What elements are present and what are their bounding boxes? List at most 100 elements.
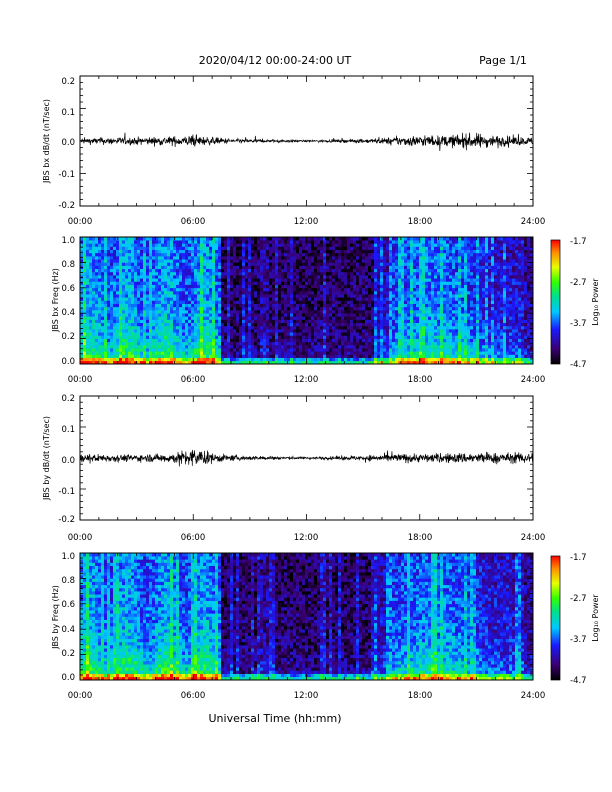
heatmap-cell: [197, 313, 201, 317]
heatmap-cell: [341, 259, 345, 263]
heatmap-cell: [419, 275, 423, 279]
heatmap-cell: [446, 351, 450, 355]
heatmap-cell: [176, 294, 180, 298]
heatmap-cell: [401, 271, 405, 276]
heatmap-cell: [92, 237, 96, 241]
heatmap-cell: [116, 287, 120, 292]
heatmap-cell: [86, 357, 90, 362]
heatmap-cell: [134, 246, 138, 250]
heatmap-cell: [380, 284, 384, 289]
heatmap-cell: [209, 265, 213, 270]
heatmap-cell: [302, 275, 306, 279]
heatmap-cell: [224, 329, 228, 333]
heatmap-cell: [341, 319, 345, 324]
heatmap-cell: [311, 297, 315, 301]
heatmap-cell: [323, 300, 327, 304]
heatmap-cell: [251, 348, 255, 352]
heatmap-cell: [416, 278, 420, 282]
heatmap-cell: [155, 262, 159, 266]
heatmap-cell: [284, 252, 288, 257]
heatmap-cell: [140, 237, 144, 241]
heatmap-cell: [167, 268, 171, 273]
heatmap-cell: [284, 354, 288, 358]
heatmap-cell: [413, 322, 417, 327]
heatmap-cell: [245, 313, 249, 317]
heatmap-cell: [422, 271, 426, 276]
heatmap-cell: [338, 287, 342, 292]
heatmap-cell: [335, 360, 339, 365]
heatmap-cell: [353, 290, 357, 295]
heatmap-cell: [272, 313, 276, 317]
heatmap-cell: [416, 281, 420, 285]
heatmap-cell: [272, 354, 276, 358]
heatmap-cell: [134, 284, 138, 289]
heatmap-cell: [425, 338, 429, 343]
heatmap-cell: [152, 313, 156, 317]
heatmap-cell: [356, 246, 360, 250]
heatmap-cell: [152, 294, 156, 298]
heatmap-cell: [209, 335, 213, 339]
heatmap-cell: [389, 360, 393, 365]
heatmap-cell: [152, 300, 156, 304]
heatmap-cell: [230, 344, 234, 349]
heatmap-cell: [269, 237, 273, 241]
heatmap-cell: [206, 281, 210, 285]
heatmap-cell: [260, 246, 264, 250]
heatmap-cell: [314, 332, 318, 336]
heatmap-cell: [395, 310, 399, 314]
heatmap-cell: [413, 332, 417, 336]
heatmap-cell: [323, 348, 327, 352]
heatmap-cell: [200, 313, 204, 317]
heatmap-cell: [107, 303, 111, 308]
heatmap-cell: [242, 306, 246, 311]
heatmap-cell: [128, 284, 132, 289]
heatmap-cell: [212, 240, 216, 244]
heatmap-cell: [296, 294, 300, 298]
heatmap-cell: [332, 306, 336, 311]
heatmap-cell: [323, 294, 327, 298]
heatmap-cell: [218, 284, 222, 289]
heatmap-cell: [182, 329, 186, 333]
heatmap-cell: [275, 306, 279, 311]
heatmap-cell: [404, 348, 408, 352]
heatmap-cell: [194, 262, 198, 266]
heatmap-cell: [359, 278, 363, 282]
heatmap-cell: [383, 294, 387, 298]
heatmap-cell: [290, 268, 294, 273]
heatmap-cell: [80, 268, 84, 273]
heatmap-cell: [335, 265, 339, 270]
heatmap-cell: [356, 300, 360, 304]
heatmap-cell: [242, 246, 246, 250]
heatmap-cell: [266, 319, 270, 324]
heatmap-cell: [347, 341, 351, 346]
heatmap-cell: [200, 357, 204, 362]
heatmap-cell: [212, 351, 216, 355]
heatmap-cell: [392, 287, 396, 292]
heatmap-cell: [314, 316, 318, 320]
heatmap-cell: [275, 275, 279, 279]
heatmap-cell: [245, 360, 249, 365]
heatmap-cell: [389, 338, 393, 343]
heatmap-cell: [140, 287, 144, 292]
heatmap-cell: [404, 332, 408, 336]
heatmap-cell: [308, 306, 312, 311]
heatmap-cell: [143, 322, 147, 327]
heatmap-cell: [437, 316, 441, 320]
heatmap-cell: [410, 252, 414, 257]
heatmap-cell: [248, 338, 252, 343]
heatmap-cell: [119, 249, 123, 254]
heatmap-cell: [341, 281, 345, 285]
heatmap-cell: [158, 322, 162, 327]
heatmap-cell: [278, 252, 282, 257]
heatmap-cell: [389, 252, 393, 257]
heatmap-cell: [236, 325, 240, 330]
heatmap-cell: [215, 287, 219, 292]
heatmap-cell: [323, 360, 327, 365]
heatmap-cell: [233, 268, 237, 273]
heatmap-cell: [443, 319, 447, 324]
heatmap-cell: [287, 329, 291, 333]
heatmap-cell: [203, 237, 207, 241]
heatmap-cell: [377, 290, 381, 295]
heatmap-cell: [287, 310, 291, 314]
heatmap-cell: [146, 265, 150, 270]
